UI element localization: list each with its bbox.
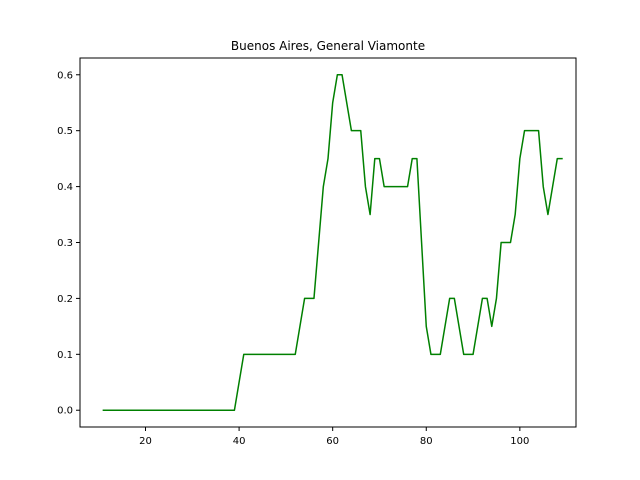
y-tick-label: 0.5	[57, 126, 73, 137]
y-tick-label: 0.1	[57, 350, 73, 361]
y-tick-label: 0.4	[57, 182, 73, 193]
x-tick-label: 20	[139, 436, 152, 447]
plot-frame	[79, 57, 577, 428]
x-tick-label: 40	[233, 436, 246, 447]
chart-title: Buenos Aires, General Viamonte	[231, 39, 425, 53]
x-tick-label: 80	[420, 436, 433, 447]
y-tick-label: 0.0	[57, 406, 73, 417]
x-tick-label: 60	[326, 436, 339, 447]
y-tick-label: 0.6	[57, 70, 73, 81]
series-line-0	[102, 74, 563, 411]
y-tick-label: 0.3	[57, 238, 73, 249]
y-tick-label: 0.2	[57, 294, 73, 305]
x-tick-label: 100	[510, 436, 529, 447]
